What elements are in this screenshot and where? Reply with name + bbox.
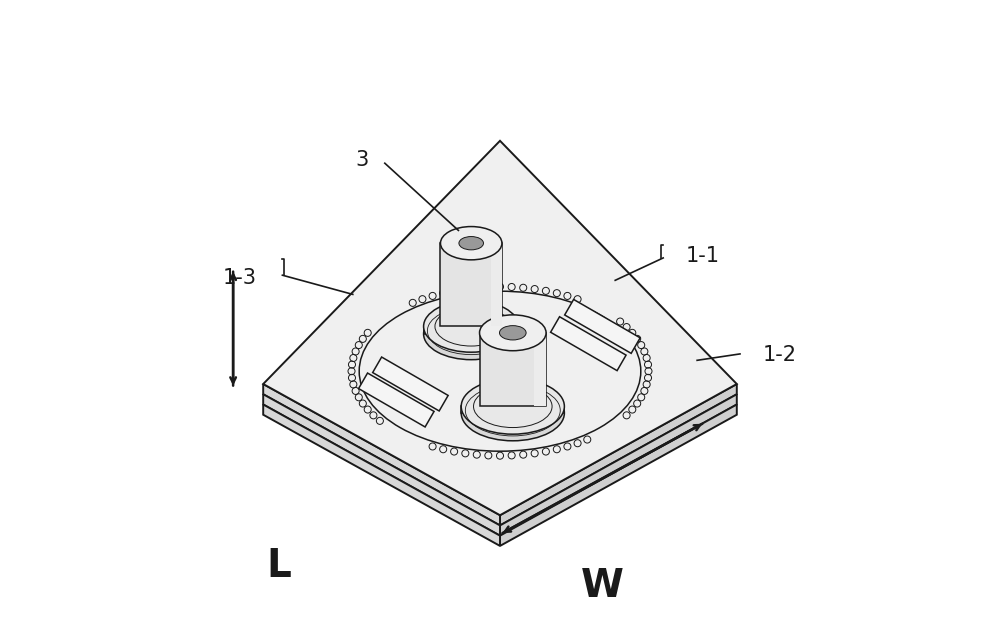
Polygon shape	[551, 317, 626, 371]
Text: W: W	[581, 566, 624, 605]
Polygon shape	[534, 333, 546, 406]
Polygon shape	[461, 406, 564, 413]
Ellipse shape	[480, 315, 546, 351]
Ellipse shape	[461, 385, 564, 441]
Polygon shape	[491, 243, 502, 326]
Polygon shape	[263, 394, 500, 536]
Text: 1-3: 1-3	[223, 268, 257, 289]
Polygon shape	[263, 384, 500, 525]
Polygon shape	[373, 357, 448, 411]
Polygon shape	[480, 333, 493, 406]
Ellipse shape	[440, 227, 502, 260]
Polygon shape	[480, 333, 546, 406]
Polygon shape	[565, 300, 640, 353]
Ellipse shape	[424, 308, 519, 360]
Text: 3: 3	[356, 150, 369, 170]
Polygon shape	[263, 404, 500, 546]
Ellipse shape	[424, 301, 519, 352]
Text: 1-1: 1-1	[686, 246, 720, 266]
Polygon shape	[359, 373, 434, 427]
Ellipse shape	[499, 326, 526, 340]
Polygon shape	[500, 384, 737, 525]
Ellipse shape	[459, 237, 483, 250]
Ellipse shape	[461, 379, 564, 434]
Polygon shape	[500, 394, 737, 536]
Polygon shape	[440, 243, 453, 326]
Polygon shape	[440, 243, 502, 326]
Text: 1-2: 1-2	[762, 345, 796, 365]
Polygon shape	[500, 404, 737, 546]
Text: L: L	[267, 547, 292, 586]
Polygon shape	[424, 326, 519, 334]
Polygon shape	[263, 141, 737, 515]
